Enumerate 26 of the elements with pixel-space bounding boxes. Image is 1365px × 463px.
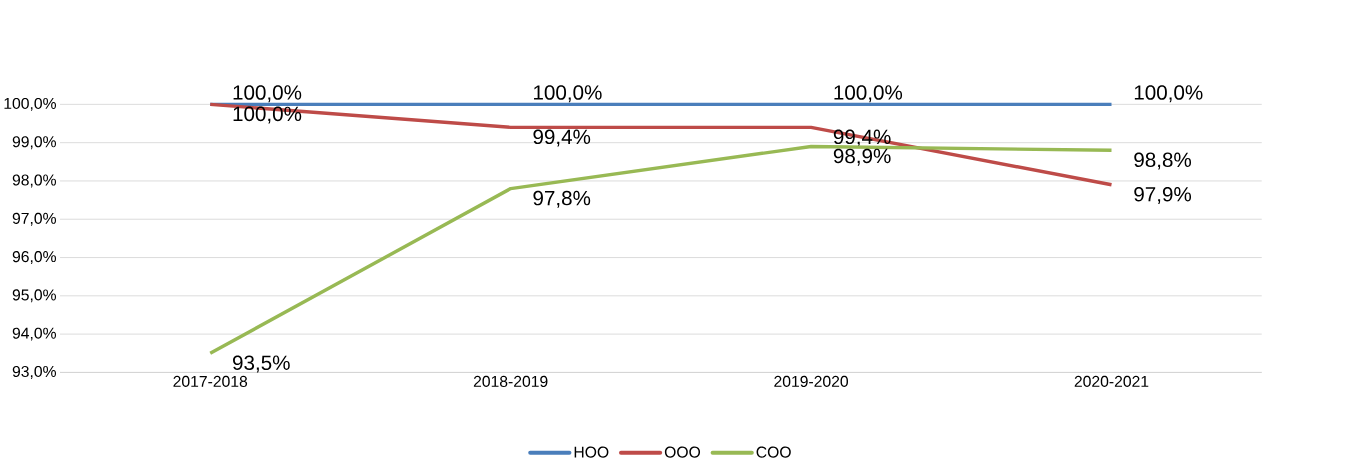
y-tick-label: 95,0% <box>12 289 56 303</box>
x-tick-label: 2019-2020 <box>774 375 849 388</box>
data-label: 97,9% <box>1134 186 1192 204</box>
x-tick-label: 2018-2019 <box>473 375 548 388</box>
data-label: 98,8% <box>1134 152 1192 170</box>
y-tick-label: 93,0% <box>12 365 56 379</box>
data-label: 97,8% <box>533 190 591 208</box>
x-tick-label: 2017-2018 <box>173 375 248 388</box>
y-tick-label: 100,0% <box>4 97 56 111</box>
data-label: 100,0% <box>534 85 602 103</box>
legend-label: OOO <box>664 446 701 458</box>
y-tick-label: 97,0% <box>12 212 56 226</box>
data-label: 100,0% <box>834 85 903 103</box>
y-tick-label: 98,0% <box>12 174 56 188</box>
x-tick-label: 2020-2021 <box>1074 375 1149 388</box>
y-tick-label: 99,0% <box>12 136 56 150</box>
data-label: 98,9% <box>833 148 891 166</box>
y-tick-label: 96,0% <box>12 251 56 265</box>
legend-label: COO <box>756 446 791 458</box>
data-label: 100,0% <box>1134 85 1203 103</box>
data-label: 99,4% <box>533 129 591 147</box>
y-tick-label: 94,0% <box>12 327 56 341</box>
data-label: 100,0% <box>233 106 302 124</box>
legend-label: HOO <box>574 446 609 458</box>
data-label: 100,0% <box>233 85 302 103</box>
data-label: 93,5% <box>233 355 290 373</box>
